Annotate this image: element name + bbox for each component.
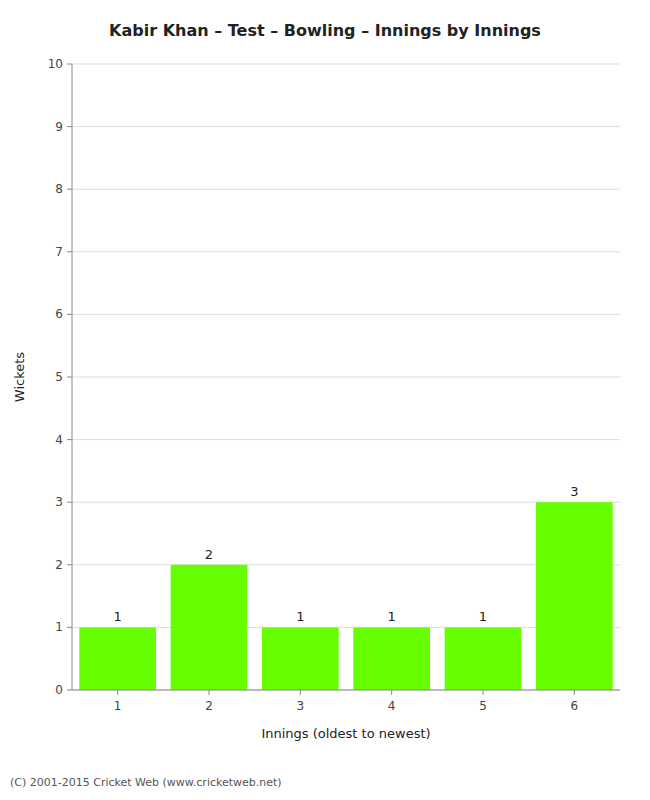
x-axis-label: Innings (oldest to newest) xyxy=(261,726,430,741)
data-label: 1 xyxy=(479,609,487,624)
x-tick xyxy=(574,690,575,695)
x-tick xyxy=(117,690,118,695)
grid-line xyxy=(72,377,620,378)
y-tick-label: 9 xyxy=(55,120,63,134)
x-tick xyxy=(391,690,392,695)
y-tick-label: 3 xyxy=(55,495,63,509)
data-label: 1 xyxy=(388,609,396,624)
y-tick-label: 0 xyxy=(55,683,63,697)
title: Kabir Khan – Test – Bowling – Innings by… xyxy=(109,21,541,40)
y-tick xyxy=(67,627,72,628)
x-tick xyxy=(209,690,210,695)
x-tick xyxy=(300,690,301,695)
y-tick xyxy=(67,690,72,691)
footnote: (C) 2001-2015 Cricket Web (www.cricketwe… xyxy=(10,776,282,789)
grid-line xyxy=(72,690,620,691)
y-tick-label: 6 xyxy=(55,307,63,321)
grid-line xyxy=(72,439,620,440)
bar xyxy=(79,627,156,690)
y-axis-line xyxy=(72,64,73,690)
data-labels: 1 2 1 1 1 3 xyxy=(114,484,579,624)
data-label: 2 xyxy=(205,547,213,562)
x-tick-label: 6 xyxy=(571,699,579,713)
bar xyxy=(445,627,522,690)
x-tick-label: 2 xyxy=(205,699,213,713)
x-tick xyxy=(483,690,484,695)
grid xyxy=(72,64,620,690)
y-tick-label: 8 xyxy=(55,182,63,196)
x-tick-label: 1 xyxy=(114,699,122,713)
axes xyxy=(72,64,620,690)
chart-container: Kabir Khan – Test – Bowling – Innings by… xyxy=(0,0,650,800)
y-tick xyxy=(67,314,72,315)
y-tick xyxy=(67,64,72,65)
y-tick-label: 1 xyxy=(55,620,63,634)
y-tick-label: 4 xyxy=(55,433,63,447)
y-tick xyxy=(67,251,72,252)
grid-line xyxy=(72,189,620,190)
grid-line xyxy=(72,251,620,252)
y-tick xyxy=(67,439,72,440)
grid-line xyxy=(72,64,620,65)
y-tick xyxy=(67,126,72,127)
data-label: 1 xyxy=(296,609,304,624)
y-tick-label: 2 xyxy=(55,558,63,572)
y-tick-label: 10 xyxy=(48,57,63,71)
y-tick-label: 5 xyxy=(55,370,63,384)
bar xyxy=(262,627,339,690)
bars xyxy=(79,502,612,690)
y-tick xyxy=(67,377,72,378)
chart-svg: Kabir Khan – Test – Bowling – Innings by… xyxy=(0,0,650,800)
x-tick-label: 4 xyxy=(388,699,396,713)
bar xyxy=(536,502,613,690)
data-label: 3 xyxy=(570,484,578,499)
x-tick-label: 5 xyxy=(479,699,487,713)
y-tick xyxy=(67,564,72,565)
data-label: 1 xyxy=(114,609,122,624)
y-tick-label: 7 xyxy=(55,245,63,259)
y-tick xyxy=(67,502,72,503)
grid-line xyxy=(72,314,620,315)
y-axis: 0 1 2 3 4 5 6 7 8 9 10 xyxy=(48,57,72,697)
bar xyxy=(353,627,430,690)
y-tick xyxy=(67,189,72,190)
grid-line xyxy=(72,126,620,127)
y-axis-label: Wickets xyxy=(12,352,27,402)
x-axis-line xyxy=(72,690,620,691)
x-tick-label: 3 xyxy=(297,699,305,713)
bar xyxy=(171,565,248,690)
x-axis: 1 2 3 4 5 6 xyxy=(114,690,578,713)
